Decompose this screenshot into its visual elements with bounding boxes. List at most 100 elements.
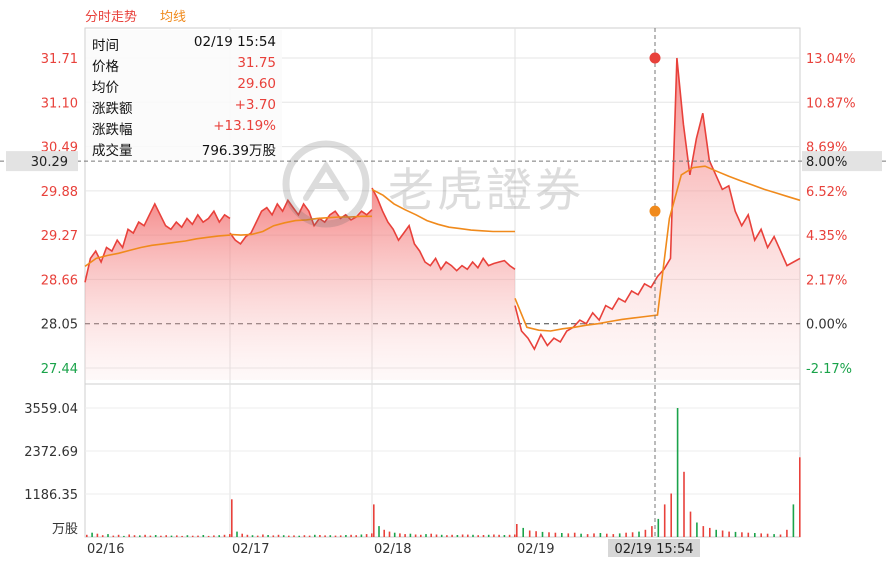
volume-bar <box>404 534 406 537</box>
volume-bar <box>554 532 557 537</box>
volume-bar <box>696 522 698 537</box>
volume-bar <box>472 534 474 537</box>
tooltip-row-price: 价格 31.75 <box>92 53 276 75</box>
volume-bar <box>612 534 615 537</box>
pct-tick-label: 10.87% <box>806 96 856 111</box>
price-area-day-2 <box>230 200 372 380</box>
volume-bar <box>371 533 373 537</box>
volume-bar <box>670 493 672 537</box>
tooltip-row-pct: 涨跌幅 +13.19% <box>92 116 276 138</box>
volume-bar <box>144 534 146 537</box>
tooltip-value: +13.19% <box>213 118 276 134</box>
tooltip-row-volume: 成交量 796.39万股 <box>92 137 276 159</box>
price-area <box>85 58 800 380</box>
volume-bar <box>683 471 685 537</box>
chart-axes: 31.71 13.04%31.10 10.87%30.49 8.69%29.88 6.5… <box>24 52 855 557</box>
volume-bar <box>467 534 469 537</box>
volume-bar <box>86 534 88 537</box>
price-line-day-3 <box>371 187 516 272</box>
volume-bar <box>282 535 285 537</box>
volume-bar <box>186 535 189 537</box>
volume-bar <box>160 535 162 537</box>
volume-bar <box>715 529 717 537</box>
volume-bar <box>440 534 443 537</box>
pct-tick-label: 0.00% <box>806 318 847 333</box>
volume-bar <box>308 535 311 537</box>
volume-bar <box>414 534 417 537</box>
volume-bar <box>293 535 295 537</box>
crosshair-price-box <box>6 151 78 172</box>
volume-bar <box>241 533 243 537</box>
volume-bar <box>373 504 375 537</box>
price-tick-label: 28.66 <box>41 273 78 288</box>
volume-bar <box>747 532 750 537</box>
volume-bar <box>498 534 500 537</box>
pct-tick-label: 6.52% <box>806 185 847 200</box>
volume-bar <box>324 535 326 537</box>
volume-bar <box>329 535 332 537</box>
volume-bar <box>117 534 120 537</box>
avg-marker <box>649 205 661 217</box>
price-tick-label: 29.88 <box>41 185 78 200</box>
volume-bar <box>435 534 438 537</box>
volume-bar <box>420 534 422 537</box>
volume-bar <box>314 534 316 537</box>
date-tick-label: 02/16 <box>87 542 124 557</box>
volume-bar <box>202 535 205 537</box>
price-tick-label: 27.44 <box>41 362 78 377</box>
volume-bar <box>277 534 280 537</box>
volume-bar <box>663 504 666 537</box>
volume-bar <box>365 534 368 537</box>
volume-bar <box>651 526 653 537</box>
volume-bar <box>606 533 608 537</box>
volume-bar <box>599 533 602 537</box>
volume-bar <box>702 526 705 537</box>
volume-bar <box>522 527 524 537</box>
tooltip-row-change: 涨跌额 +3.70 <box>92 95 276 117</box>
tooltip-label: 均价 <box>92 80 119 96</box>
volume-bar <box>112 535 115 537</box>
volume-bar <box>516 524 518 537</box>
volume-bar <box>149 535 152 537</box>
volume-bar <box>360 534 363 537</box>
volume-bar <box>409 533 412 537</box>
volume-bar <box>107 534 109 537</box>
volume-bar <box>345 535 347 537</box>
date-tick-label: 02/17 <box>232 542 269 557</box>
watermark-text: 老虎證券 <box>388 163 584 217</box>
tooltip-label: 时间 <box>92 38 119 54</box>
tooltip-label: 涨跌幅 <box>92 122 133 138</box>
volume-bar <box>251 535 254 537</box>
pct-tick-label: 13.04% <box>806 52 856 67</box>
volume-bar <box>236 531 238 537</box>
price-marker <box>649 52 661 64</box>
volume-bar <box>766 533 769 537</box>
volume-bar <box>586 534 589 537</box>
volume-bar <box>773 534 775 537</box>
volume-bar <box>792 504 795 537</box>
tab-junxian[interactable]: 均线 <box>160 10 187 25</box>
date-tick-label: 02/18 <box>374 542 411 557</box>
volume-bar <box>728 531 730 537</box>
price-area-day-4 <box>515 58 800 380</box>
volume-bar <box>493 534 495 537</box>
volume-bar <box>425 534 427 537</box>
volume-bar <box>256 535 259 537</box>
crosshair-date-label: 02/19 15:54 <box>614 542 693 557</box>
volume-tick-label: 2372.69 <box>24 445 78 460</box>
tab-fenshi[interactable]: 分时走势 <box>85 10 138 25</box>
volume-bar <box>133 535 136 537</box>
volume-bar <box>334 535 337 537</box>
tooltip-panel: 时间 02/19 15:54 价格 31.75 均价 29.60 涨跌额 +3.… <box>86 30 282 160</box>
tooltip-value: 796.39万股 <box>201 143 276 159</box>
tooltip-value: 02/19 15:54 <box>193 34 276 50</box>
crosshair-pct-box <box>802 151 882 172</box>
volume-bar <box>393 532 396 537</box>
volume-bar <box>288 535 290 537</box>
volume-bar <box>170 535 173 537</box>
price-tick-label: 31.71 <box>41 52 78 67</box>
tooltip-row-avg: 均价 29.60 <box>92 74 276 96</box>
volume-bar <box>461 534 464 537</box>
volume-bar <box>676 408 679 537</box>
